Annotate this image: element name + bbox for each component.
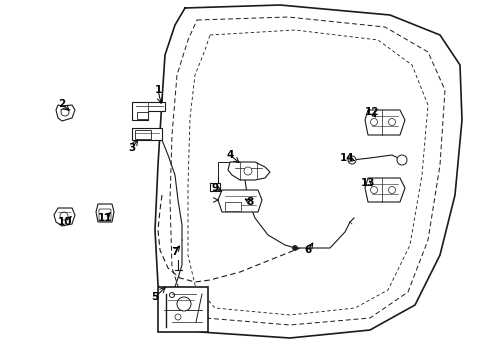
- Circle shape: [60, 212, 68, 220]
- Polygon shape: [218, 190, 262, 212]
- Text: 3: 3: [128, 143, 135, 153]
- Circle shape: [370, 118, 377, 126]
- Text: 8: 8: [246, 197, 253, 207]
- Polygon shape: [227, 162, 269, 180]
- Text: 11: 11: [98, 213, 112, 223]
- Polygon shape: [96, 204, 114, 222]
- Circle shape: [387, 118, 395, 126]
- FancyBboxPatch shape: [99, 209, 111, 221]
- Polygon shape: [364, 178, 404, 202]
- Polygon shape: [364, 110, 404, 135]
- Circle shape: [396, 155, 406, 165]
- Circle shape: [169, 292, 174, 297]
- Text: 13: 13: [360, 178, 374, 188]
- Circle shape: [370, 186, 377, 193]
- Bar: [158, 287, 207, 332]
- Text: 12: 12: [364, 107, 379, 117]
- Polygon shape: [132, 128, 162, 140]
- Text: 1: 1: [154, 85, 162, 95]
- Circle shape: [387, 186, 395, 193]
- Circle shape: [244, 167, 251, 175]
- Text: 6: 6: [304, 245, 311, 255]
- Text: 2: 2: [58, 99, 65, 109]
- Bar: [135, 130, 151, 139]
- Circle shape: [61, 108, 69, 116]
- Text: 10: 10: [58, 217, 72, 227]
- Bar: [137, 112, 148, 119]
- Bar: [224, 202, 241, 211]
- Circle shape: [347, 156, 355, 164]
- Circle shape: [177, 297, 191, 311]
- Polygon shape: [54, 208, 75, 226]
- Text: 5: 5: [151, 292, 158, 302]
- Text: 4: 4: [226, 150, 233, 160]
- Polygon shape: [56, 105, 75, 121]
- Circle shape: [175, 314, 181, 320]
- Text: 9: 9: [211, 183, 218, 193]
- Text: 14: 14: [339, 153, 354, 163]
- Polygon shape: [132, 102, 164, 120]
- Circle shape: [292, 246, 297, 251]
- Text: 7: 7: [171, 247, 178, 257]
